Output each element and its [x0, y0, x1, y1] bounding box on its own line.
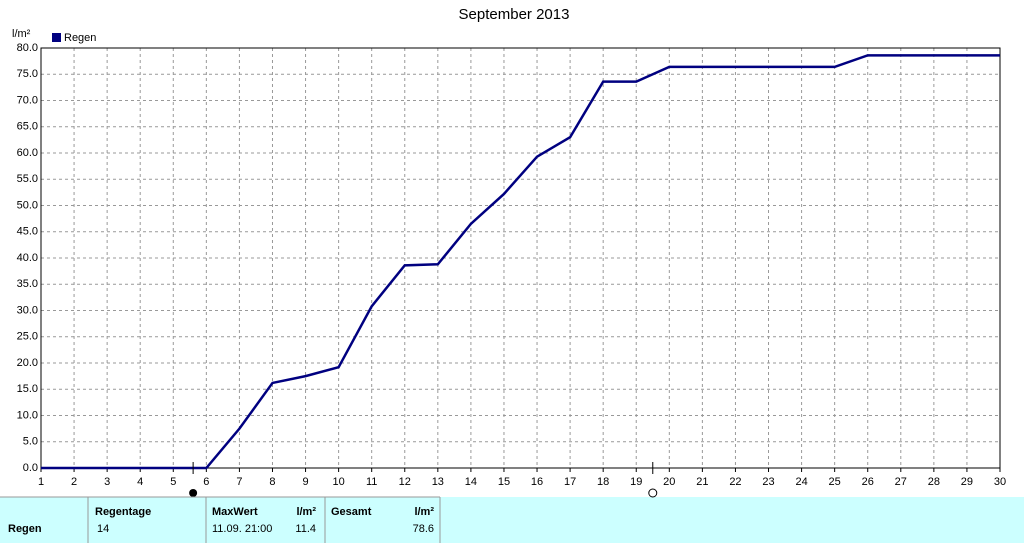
- x-tick-label: 28: [928, 476, 940, 488]
- x-tick-label: 19: [630, 476, 642, 488]
- table-header: Gesamt: [331, 506, 372, 518]
- x-tick-label: 23: [762, 476, 774, 488]
- x-tick-label: 6: [203, 476, 209, 488]
- x-tick-label: 21: [696, 476, 708, 488]
- table-background: [0, 497, 1024, 543]
- table-cell: 11.4: [295, 523, 316, 535]
- x-tick-label: 5: [170, 476, 176, 488]
- x-tick-label: 22: [729, 476, 741, 488]
- full-moon: [648, 488, 658, 498]
- y-tick-label: 10.0: [17, 409, 38, 421]
- y-tick-label: 20.0: [17, 357, 38, 369]
- legend-label: Regen: [64, 32, 96, 44]
- y-tick-label: 5.0: [23, 436, 38, 448]
- y-tick-label: 45.0: [17, 226, 38, 238]
- y-tick-label: 75.0: [17, 68, 38, 80]
- y-tick-label: 60.0: [17, 147, 38, 159]
- line: [41, 54, 1000, 470]
- y-tick-label: 65.0: [17, 121, 38, 133]
- y-tick-label: 15.0: [17, 383, 38, 395]
- y-tick-label: 80.0: [17, 42, 38, 54]
- y-tick-label: 30.0: [17, 304, 38, 316]
- x-tick-label: 18: [597, 476, 609, 488]
- table-cell: 78.6: [413, 523, 434, 535]
- table-cell: 14: [97, 523, 109, 535]
- x-tick-label: 17: [564, 476, 576, 488]
- x-tick-label: 1: [38, 476, 44, 488]
- y-tick-label: 50.0: [17, 199, 38, 211]
- y-axis-label: l/m²: [12, 28, 31, 40]
- x-tick-label: 27: [895, 476, 907, 488]
- y-tick-label: 70.0: [17, 94, 38, 106]
- x-tick-label: 14: [465, 476, 477, 488]
- table-header: l/m²: [414, 506, 434, 518]
- x-tick-label: 10: [332, 476, 344, 488]
- x-tick-label: 13: [432, 476, 444, 488]
- x-tick-label: 7: [236, 476, 242, 488]
- plot-frame: [40, 47, 1001, 469]
- x-tick-label: 20: [663, 476, 675, 488]
- y-tick-label: 25.0: [17, 331, 38, 343]
- table-header: l/m²: [296, 506, 316, 518]
- x-tick-label: 16: [531, 476, 543, 488]
- x-tick-label: 11: [366, 476, 377, 488]
- y-tick-label: 35.0: [17, 278, 38, 290]
- y-tick-label: 40.0: [17, 252, 38, 264]
- x-tick-label: 3: [104, 476, 110, 488]
- x-tick-label: 30: [994, 476, 1006, 488]
- table-cell: 11.09. 21:00: [212, 523, 272, 535]
- x-tick-label: 12: [399, 476, 411, 488]
- x-tick-label: 24: [795, 476, 807, 488]
- x-tick-label: 8: [269, 476, 275, 488]
- x-tick-label: 9: [302, 476, 308, 488]
- plot-area: [41, 48, 1000, 468]
- x-tick-label: 29: [961, 476, 973, 488]
- x-tick-label: 25: [829, 476, 841, 488]
- table-header: MaxWert: [212, 506, 258, 518]
- x-tick-label: 15: [498, 476, 510, 488]
- y-tick-label: 55.0: [17, 173, 38, 185]
- x-tick-label: 4: [137, 476, 143, 488]
- chart-title: September 2013: [459, 6, 570, 23]
- row-label: Regen: [8, 523, 42, 535]
- legend-swatch: [52, 33, 61, 42]
- new-moon: [189, 489, 198, 497]
- x-tick-label: 2: [71, 476, 77, 488]
- x-tick-label: 26: [862, 476, 874, 488]
- table-header: Regentage: [95, 506, 151, 518]
- y-tick-label: 0.0: [23, 462, 38, 474]
